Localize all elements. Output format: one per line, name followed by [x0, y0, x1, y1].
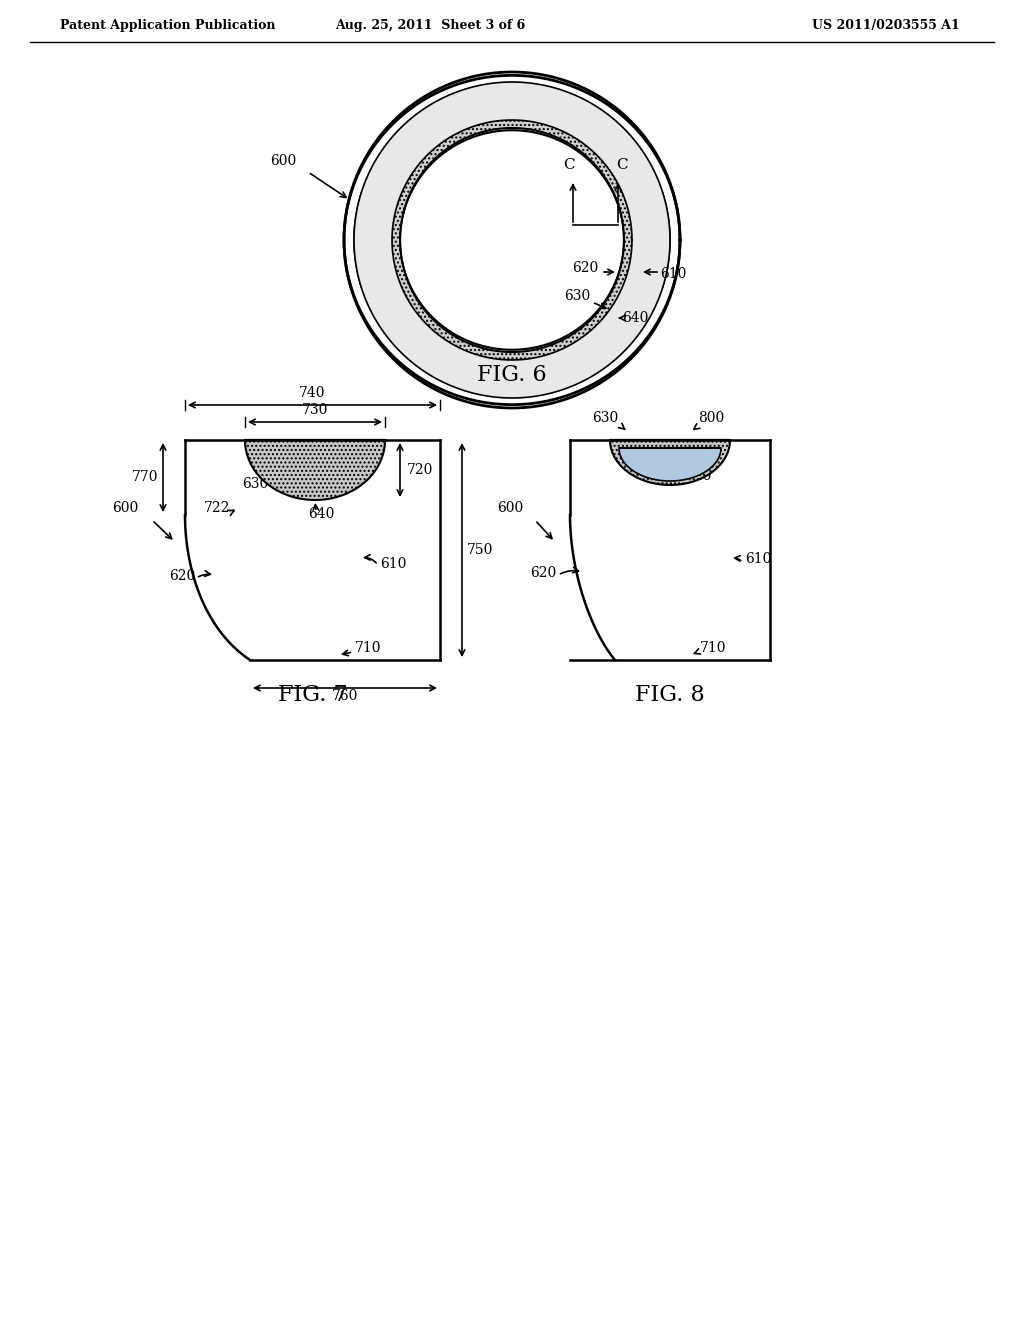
Text: 640: 640: [685, 469, 712, 483]
Text: 610: 610: [380, 557, 407, 572]
Text: C: C: [563, 158, 574, 172]
Text: 720: 720: [407, 463, 433, 477]
Text: 750: 750: [467, 543, 494, 557]
Text: 760: 760: [332, 689, 358, 704]
Text: 740: 740: [299, 385, 326, 400]
Text: 722: 722: [204, 502, 230, 515]
Text: 730: 730: [302, 403, 328, 417]
Text: 620: 620: [571, 261, 598, 275]
Text: 630: 630: [564, 289, 590, 304]
Text: 710: 710: [355, 642, 382, 655]
Text: 620: 620: [169, 569, 195, 583]
Text: Patent Application Publication: Patent Application Publication: [60, 18, 275, 32]
Text: FIG. 7: FIG. 7: [279, 684, 348, 706]
Text: FIG. 8: FIG. 8: [635, 684, 705, 706]
Polygon shape: [618, 447, 721, 480]
Polygon shape: [610, 440, 730, 484]
Wedge shape: [354, 82, 670, 399]
Text: 600: 600: [112, 502, 138, 515]
Text: 800: 800: [698, 411, 724, 425]
Text: 620: 620: [529, 566, 556, 579]
Text: FIG. 6: FIG. 6: [477, 364, 547, 385]
Text: 600: 600: [269, 154, 296, 168]
Text: 610: 610: [660, 267, 686, 281]
Text: C: C: [616, 158, 628, 172]
Text: 610: 610: [745, 552, 771, 566]
Text: 600: 600: [497, 502, 523, 515]
Text: US 2011/0203555 A1: US 2011/0203555 A1: [812, 18, 961, 32]
Text: 640: 640: [622, 312, 648, 325]
Text: Aug. 25, 2011  Sheet 3 of 6: Aug. 25, 2011 Sheet 3 of 6: [335, 18, 525, 32]
Wedge shape: [392, 120, 632, 360]
Text: 710: 710: [700, 642, 726, 655]
Polygon shape: [245, 440, 385, 500]
Text: 630: 630: [592, 411, 618, 425]
Text: 770: 770: [131, 470, 158, 484]
Text: 640: 640: [308, 507, 335, 521]
Text: 630: 630: [242, 477, 268, 491]
